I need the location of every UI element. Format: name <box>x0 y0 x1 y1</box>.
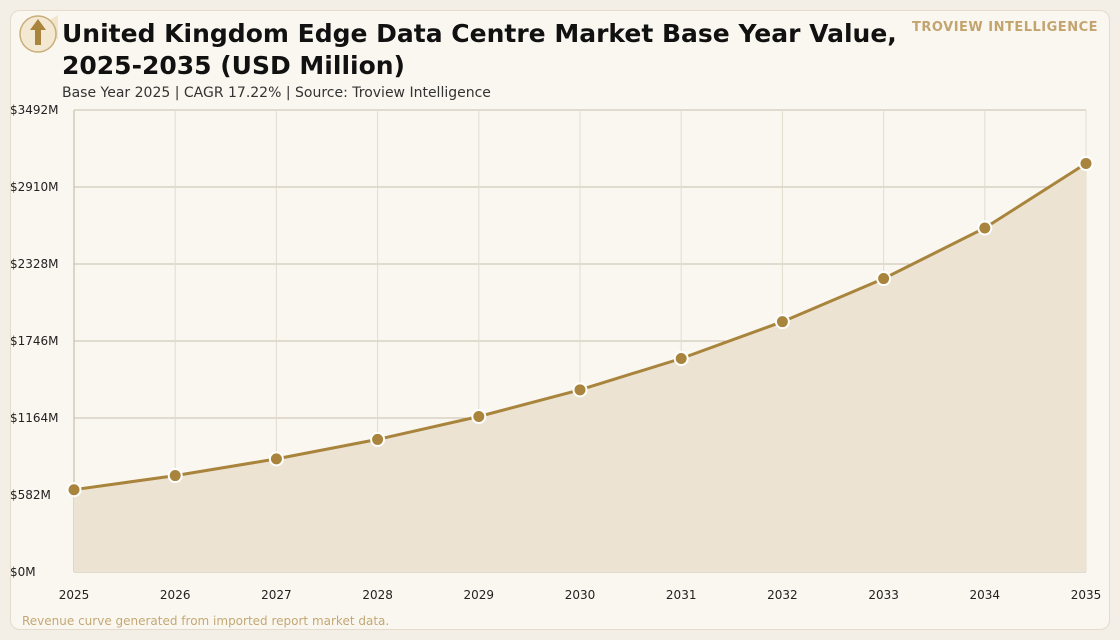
y-tick-label: $0M <box>10 565 36 579</box>
data-point-2033[interactable] <box>876 271 892 287</box>
data-point-2027[interactable] <box>268 451 284 467</box>
data-point-2026[interactable] <box>167 468 183 484</box>
y-tick-label: $1746M <box>10 334 59 348</box>
x-tick-label: 2030 <box>565 588 596 602</box>
page-title: United Kingdom Edge Data Centre Market B… <box>62 19 897 80</box>
x-tick-label: 2025 <box>59 588 90 602</box>
data-point-2031[interactable] <box>673 350 689 366</box>
x-tick-label: 2028 <box>362 588 393 602</box>
data-point-2025[interactable] <box>66 482 82 498</box>
y-tick-label: $2910M <box>10 180 59 194</box>
data-point-2035[interactable] <box>1078 155 1094 171</box>
y-tick-label: $2328M <box>10 257 59 271</box>
x-tick-label: 2027 <box>261 588 292 602</box>
page-subtitle: Base Year 2025 | CAGR 17.22% | Source: T… <box>62 85 491 101</box>
data-point-2034[interactable] <box>977 220 993 236</box>
x-tick-label: 2031 <box>666 588 697 602</box>
brand-label: TROVIEW INTELLIGENCE <box>912 20 1098 35</box>
area-fill <box>74 163 1086 572</box>
data-point-2029[interactable] <box>471 409 487 425</box>
y-tick-label: $3492M <box>10 103 59 117</box>
footnote: Revenue curve generated from imported re… <box>22 614 390 628</box>
data-point-2032[interactable] <box>774 314 790 330</box>
x-tick-label: 2034 <box>970 588 1001 602</box>
y-tick-label: $582M <box>10 488 51 502</box>
y-tick-label: $1164M <box>10 411 59 425</box>
y-axis-ticks: $0M $582M $1164M $1746M $2328M $2910M $3492M <box>10 103 59 579</box>
x-axis-ticks: 2025 2026 2027 2028 2029 2030 2031 2032 2033 2034… <box>59 588 1102 602</box>
data-point-2030[interactable] <box>572 382 588 398</box>
x-tick-label: 2033 <box>868 588 899 602</box>
x-tick-label: 2026 <box>160 588 191 602</box>
x-tick-label: 2029 <box>464 588 495 602</box>
x-tick-label: 2032 <box>767 588 798 602</box>
x-tick-label: 2035 <box>1071 588 1102 602</box>
data-markers <box>66 155 1094 498</box>
data-point-2028[interactable] <box>370 431 386 447</box>
upward-arrow-badge-icon <box>19 15 58 53</box>
